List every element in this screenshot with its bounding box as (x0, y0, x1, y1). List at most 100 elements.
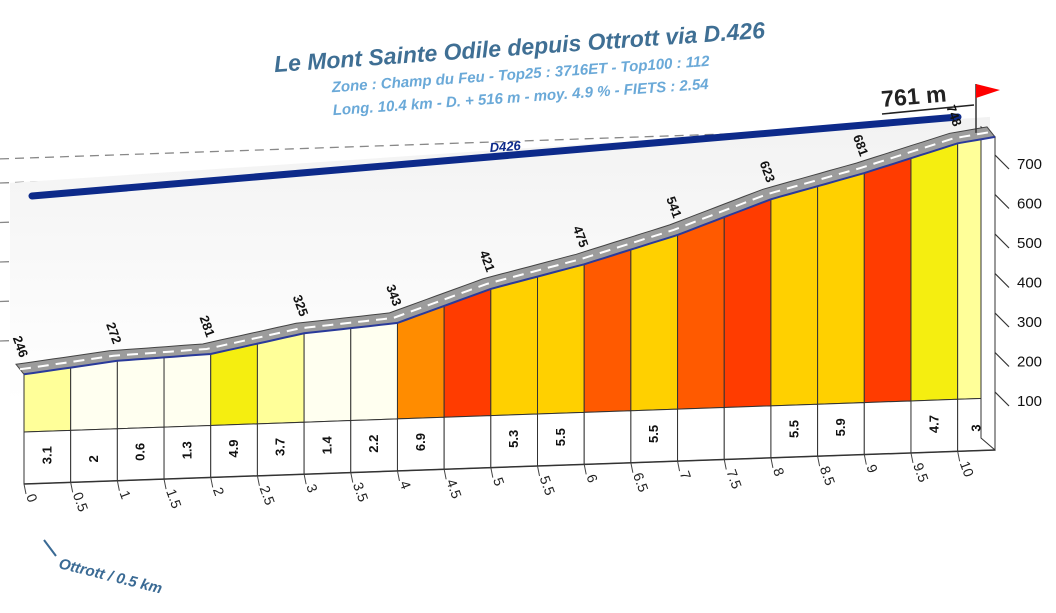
segment-bar (303, 327, 352, 423)
x-tick-mark (863, 454, 867, 465)
segment-bar (256, 332, 305, 425)
summit-underline (881, 104, 975, 115)
segment-gradient-label: 7.9 (693, 423, 708, 441)
segment-gradient-label: 7.7 (600, 426, 615, 444)
segment-gradient-label: 0.6 (133, 443, 148, 461)
km-tick-label: 8.5 (817, 464, 839, 488)
x-tick-mark (210, 477, 214, 488)
y-tick-label: 600 (1017, 196, 1042, 213)
segment-bar (910, 142, 959, 402)
segment-gradient-label: 4.9 (226, 440, 241, 458)
segment-gradient-label: 8.7 (459, 431, 474, 449)
km-tick-label: 10 (957, 459, 977, 479)
segment-gradient-label: 3.1 (39, 446, 54, 464)
y-tick-mark (994, 273, 1010, 288)
segment-gradient-label: 3 (968, 424, 983, 431)
labels-layer: 100 200 300 400 500 600 700 3.1 2 0.6 1.3 4.9 3.7 1.4… (10, 84, 1042, 557)
x-tick-mark (723, 459, 727, 470)
x-tick-mark (583, 464, 587, 475)
segment-gradient-label: 2.2 (366, 435, 381, 453)
road-centre-line (19, 130, 992, 371)
altitude-label: 343 (383, 282, 405, 308)
km-tick-label: 7.5 (723, 467, 745, 491)
segment-gradient-label: 1.4 (319, 436, 334, 455)
y-tick-label: 100 (1017, 393, 1042, 410)
segment-gradient-label: 5.5 (646, 425, 661, 443)
segment-bar (770, 185, 819, 407)
start-label: Ottrott / 0.5 km (57, 555, 164, 597)
road-front-edge (23, 135, 996, 376)
x-tick-mark (70, 482, 74, 493)
y-tick-mark (994, 194, 1010, 209)
x-tick-mark (910, 452, 914, 464)
x-tick-mark (303, 474, 307, 485)
x-tick-mark (630, 462, 634, 473)
altitude-label: 541 (663, 194, 685, 220)
segment-bar (490, 275, 539, 417)
segment-gradient-label: 2 (86, 455, 101, 462)
x-tick-mark (116, 480, 120, 491)
x-tick-mark (443, 469, 447, 480)
segment-gradient-label: 5.5 (786, 420, 801, 438)
km-tick-label: 6.5 (630, 470, 652, 494)
x-tick-mark (23, 483, 27, 495)
segment-bar (210, 343, 258, 426)
segment-bar (116, 356, 165, 430)
base-edge (23, 449, 996, 485)
y-tick-mark (994, 233, 1010, 249)
summit-altitude: 761 m (880, 80, 947, 112)
segment-bar (583, 248, 632, 413)
x-tick-mark (256, 475, 260, 486)
y-tick-label: 500 (1017, 235, 1042, 252)
y-tick-label: 400 (1017, 275, 1042, 292)
x-tick-mark (490, 467, 494, 478)
x-tick-mark (350, 472, 354, 483)
km-tick-label: 2.5 (257, 483, 279, 507)
x-tick-mark (957, 451, 961, 462)
x-tick-mark (677, 461, 681, 472)
altitude-label: 681 (850, 133, 872, 159)
x-tick-mark (396, 470, 400, 482)
segment-bar (70, 360, 118, 431)
x-tick-mark (817, 456, 821, 467)
altitude-label: 748 (943, 103, 965, 129)
km-tick-label: 9.5 (910, 460, 932, 484)
segment-bar (163, 353, 212, 428)
altitude-label: 325 (290, 293, 312, 319)
segment-bar (817, 172, 865, 405)
right-side-face (980, 125, 996, 452)
altitude-label: 246 (10, 334, 32, 360)
x-tick-mark (537, 465, 540, 477)
segment-bar (863, 157, 912, 404)
y-tick-label: 300 (1017, 314, 1042, 331)
segment-bar (723, 198, 772, 408)
segment-gradient-label: 1.3 (179, 441, 194, 459)
km-tick-label: 0.5 (70, 490, 92, 514)
segment-bar (23, 366, 72, 433)
segment-gradient-label: 8.7 (740, 422, 755, 440)
km-tick-label: 1.5 (163, 487, 185, 511)
segment-bar (350, 322, 398, 422)
x-tick-mark (163, 478, 167, 490)
road-label: D426 (489, 138, 522, 155)
start-pointer (43, 539, 57, 557)
altitude-label: 272 (103, 320, 125, 346)
segment-gradient-label: 8.7 (880, 417, 895, 435)
y-tick-label: 200 (1017, 354, 1042, 371)
km-tick-label: 5.5 (537, 474, 559, 498)
km-tick-label: 3.5 (350, 480, 372, 504)
segment-gradient-label: 6.9 (413, 433, 428, 451)
segment-bar (677, 216, 725, 410)
segment-bar (396, 305, 445, 420)
segment-gradient-label: 3.7 (273, 438, 288, 456)
segment-gradient-label: 4.7 (926, 415, 941, 433)
segment-gradient-label: 5.5 (553, 428, 568, 446)
segment-bar (443, 288, 492, 418)
x-tick-mark (770, 457, 774, 468)
km-tick-label: 4.5 (443, 477, 465, 501)
segment-bar (630, 234, 679, 412)
segment-gradient-label: 5.9 (833, 418, 848, 436)
road-band (28, 113, 962, 200)
